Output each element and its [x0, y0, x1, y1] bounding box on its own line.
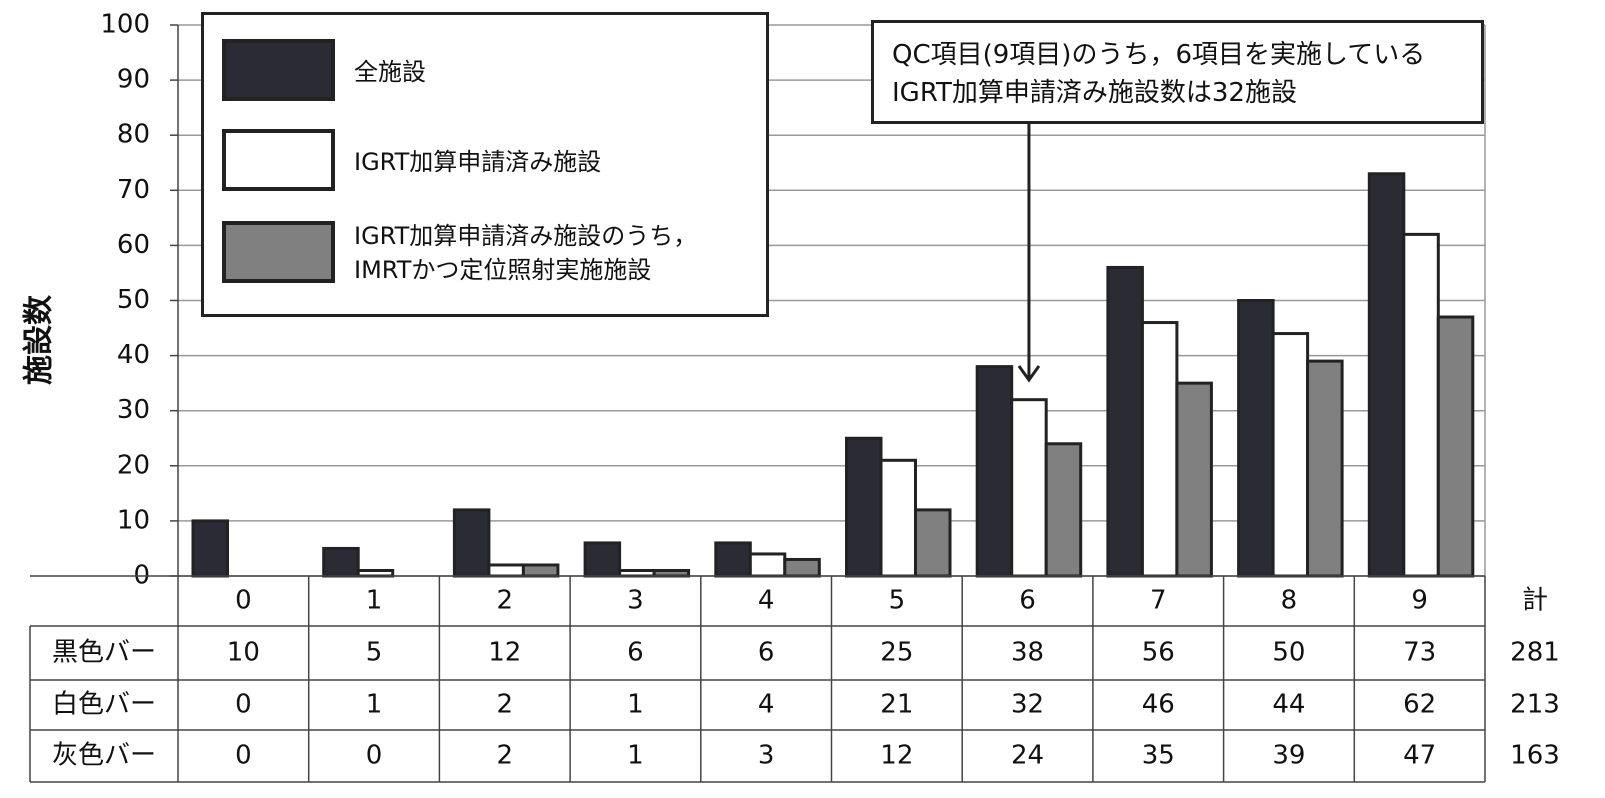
table-cell: 1 [627, 690, 644, 720]
table-cell: 0 [235, 741, 252, 771]
table-cell: 39 [1272, 741, 1305, 771]
y-tick-label: 100 [100, 10, 150, 40]
bar [845, 436, 883, 578]
x-tick-label: 5 [889, 586, 906, 616]
legend-label: IGRT加算申請済み施設 [354, 148, 602, 176]
table-total-header: 計 [1522, 586, 1548, 616]
bar [975, 365, 1014, 578]
legend-swatch [222, 129, 335, 191]
bar [618, 568, 656, 578]
bar [1175, 381, 1213, 578]
bar [748, 552, 787, 578]
arrow-head [1017, 365, 1041, 383]
y-tick-label: 70 [117, 175, 150, 205]
y-tick-label: 90 [117, 65, 150, 95]
bar [322, 546, 360, 578]
legend-swatch [222, 221, 335, 283]
bar [521, 563, 560, 578]
table-total: 281 [1510, 638, 1560, 668]
y-axis-label: 施設数 [22, 294, 57, 385]
bar [1402, 232, 1440, 578]
bar [879, 458, 917, 578]
x-tick-label: 8 [1281, 586, 1298, 616]
table-cell: 47 [1403, 741, 1436, 771]
bar [191, 519, 229, 578]
table-total: 163 [1510, 741, 1560, 771]
table-cell: 24 [1011, 741, 1044, 771]
bar [1106, 265, 1144, 578]
y-tick-label: 40 [117, 340, 150, 370]
table-row-label: 黒色バー [52, 638, 156, 668]
table-row-label: 白色バー [52, 690, 156, 720]
bar [783, 557, 821, 578]
y-tick-label: 50 [117, 285, 150, 315]
table-cell: 12 [880, 741, 913, 771]
table-cell: 62 [1403, 690, 1436, 720]
y-tick-label: 60 [117, 230, 150, 260]
table-total: 213 [1510, 690, 1560, 720]
x-tick-label: 7 [1150, 586, 1167, 616]
y-tick-label: 20 [117, 450, 150, 480]
table-row-label: 灰色バー [52, 741, 156, 771]
table-cell: 73 [1403, 638, 1436, 668]
bar [1306, 359, 1344, 578]
legend-label: IGRT加算申請済み施設のうち， IMRTかつ定位照射実施施設 [354, 222, 698, 284]
bar [1271, 332, 1310, 578]
table-cell: 38 [1011, 638, 1044, 668]
bar [583, 541, 622, 578]
x-tick-label: 0 [235, 586, 252, 616]
bar [1436, 315, 1475, 578]
table-cell: 1 [627, 741, 644, 771]
table-cell: 2 [496, 741, 513, 771]
bar [356, 568, 395, 578]
x-tick-label: 3 [627, 586, 644, 616]
y-tick-label: 10 [117, 505, 150, 535]
legend-swatch [222, 39, 335, 101]
annotation-box: QC項目(9項目)のうち，6項目を実施している IGRT加算申請済み施設数は32… [871, 20, 1484, 124]
bar [1237, 299, 1275, 578]
legend-label: 全施設 [354, 58, 426, 86]
x-tick-label: 4 [758, 586, 775, 616]
table-cell: 50 [1272, 638, 1305, 668]
x-tick-label: 9 [1411, 586, 1428, 616]
table-cell: 12 [488, 638, 521, 668]
bar [714, 541, 752, 578]
table-cell: 25 [880, 638, 913, 668]
x-tick-label: 2 [496, 586, 513, 616]
x-tick-label: 6 [1019, 586, 1036, 616]
table-cell: 1 [366, 690, 383, 720]
table-cell: 56 [1142, 638, 1175, 668]
bar [1044, 442, 1083, 578]
table-cell: 46 [1142, 690, 1175, 720]
table-cell: 10 [227, 638, 260, 668]
y-tick-label: 80 [117, 120, 150, 150]
y-tick-label: 30 [117, 395, 150, 425]
table-cell: 0 [235, 690, 252, 720]
bar [652, 568, 691, 578]
table-cell: 44 [1272, 690, 1305, 720]
bar [914, 508, 952, 578]
table-cell: 3 [758, 741, 775, 771]
table-cell: 2 [496, 690, 513, 720]
annotation: QC項目(9項目)のうち，6項目を実施している IGRT加算申請済み施設数は32… [892, 40, 1426, 108]
table-cell: 6 [758, 638, 775, 668]
bar [1367, 172, 1406, 578]
bar [487, 563, 525, 578]
table-cell: 5 [366, 638, 383, 668]
x-tick-label: 1 [366, 586, 383, 616]
legend: 全施設 IGRT加算申請済み施設 IGRT加算申請済み施設のうち， IMRTかつ… [201, 12, 769, 317]
table-cell: 0 [366, 741, 383, 771]
table-cell: 35 [1142, 741, 1175, 771]
bar [452, 508, 491, 578]
table-cell: 4 [758, 690, 775, 720]
table-cell: 21 [880, 690, 913, 720]
bar [1010, 398, 1048, 578]
table-cell: 32 [1011, 690, 1044, 720]
table-cell: 6 [627, 638, 644, 668]
bar [1140, 321, 1179, 578]
